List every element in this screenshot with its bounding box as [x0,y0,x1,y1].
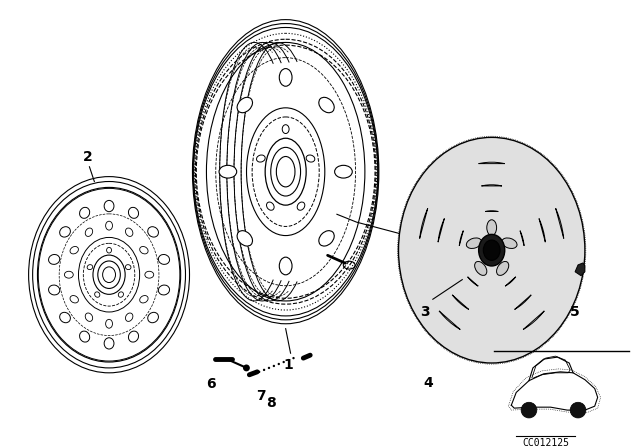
Ellipse shape [140,246,148,254]
Polygon shape [575,263,585,276]
Ellipse shape [148,312,159,323]
Text: 3: 3 [420,305,430,319]
Ellipse shape [257,155,265,162]
Ellipse shape [306,155,315,162]
Ellipse shape [60,227,70,237]
Ellipse shape [335,165,352,178]
Polygon shape [439,311,460,330]
Circle shape [278,363,280,365]
Ellipse shape [158,254,170,264]
Polygon shape [438,219,444,242]
Ellipse shape [319,97,334,113]
Polygon shape [420,208,428,238]
Ellipse shape [125,228,133,237]
Ellipse shape [145,271,154,278]
Ellipse shape [271,147,301,196]
Polygon shape [468,277,478,286]
Ellipse shape [483,240,500,260]
Polygon shape [520,231,524,246]
Ellipse shape [102,267,115,283]
Ellipse shape [49,285,60,295]
Ellipse shape [93,255,125,294]
Ellipse shape [475,262,487,276]
Ellipse shape [266,202,274,210]
Ellipse shape [479,234,505,266]
Ellipse shape [125,313,133,321]
Ellipse shape [487,220,497,236]
Ellipse shape [467,238,481,249]
Ellipse shape [70,296,79,303]
Ellipse shape [79,331,90,342]
Polygon shape [515,295,531,310]
Text: 6: 6 [206,377,216,391]
Ellipse shape [219,165,237,178]
Circle shape [292,357,294,359]
Ellipse shape [319,231,334,246]
Ellipse shape [497,262,509,276]
Ellipse shape [279,257,292,275]
Ellipse shape [279,69,292,86]
Ellipse shape [129,331,138,342]
Polygon shape [479,162,505,164]
Circle shape [570,402,586,418]
Circle shape [287,359,290,361]
Circle shape [263,369,265,371]
Ellipse shape [85,228,93,237]
Ellipse shape [60,312,70,323]
Polygon shape [523,311,544,330]
Ellipse shape [158,285,170,295]
Text: 5: 5 [570,305,580,319]
Circle shape [273,365,275,367]
Ellipse shape [95,292,100,297]
Ellipse shape [237,231,253,246]
Ellipse shape [38,188,180,361]
Text: 7: 7 [257,388,266,402]
Ellipse shape [107,247,111,253]
Circle shape [282,361,285,363]
Circle shape [258,370,260,373]
Ellipse shape [106,221,113,230]
Ellipse shape [265,138,306,205]
Ellipse shape [79,207,90,218]
Ellipse shape [104,200,114,211]
Circle shape [521,402,537,418]
Ellipse shape [207,43,365,301]
Ellipse shape [276,156,295,187]
Ellipse shape [98,261,120,289]
Ellipse shape [399,138,585,363]
Ellipse shape [297,202,305,210]
Ellipse shape [502,238,517,249]
Text: 2: 2 [83,150,92,164]
Polygon shape [481,185,502,186]
Ellipse shape [87,265,93,270]
Ellipse shape [104,338,114,349]
Polygon shape [505,277,516,286]
Ellipse shape [118,292,124,297]
Text: 4: 4 [423,375,433,390]
Ellipse shape [70,246,79,254]
Polygon shape [460,231,463,246]
Text: 8: 8 [266,396,276,410]
Ellipse shape [106,319,113,328]
Polygon shape [539,219,545,242]
Ellipse shape [125,265,131,270]
Ellipse shape [282,125,289,134]
Ellipse shape [129,207,138,218]
Circle shape [268,367,270,369]
Ellipse shape [85,313,93,321]
Ellipse shape [65,271,73,278]
Text: CC012125: CC012125 [522,438,569,448]
Circle shape [243,365,250,371]
Polygon shape [556,208,564,238]
Text: 1: 1 [284,358,294,372]
Ellipse shape [49,254,60,264]
Ellipse shape [140,296,148,303]
Ellipse shape [148,227,159,237]
Polygon shape [452,295,469,310]
Ellipse shape [237,97,253,113]
